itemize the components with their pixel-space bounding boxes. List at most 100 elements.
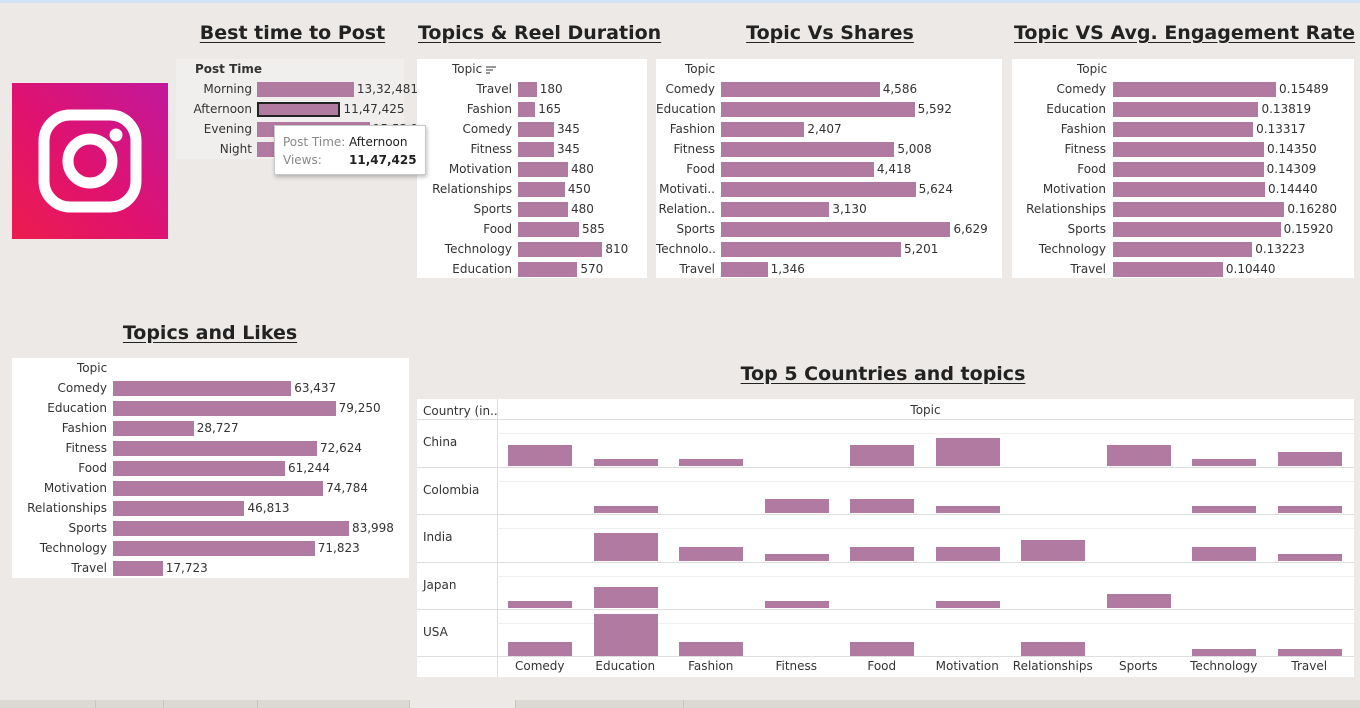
sheet-tab[interactable] bbox=[516, 700, 684, 708]
cell-bar[interactable] bbox=[508, 601, 572, 608]
cell-bar[interactable] bbox=[850, 546, 914, 561]
cell-bar[interactable] bbox=[850, 444, 914, 466]
bar-engagement[interactable] bbox=[1113, 82, 1277, 97]
cell-bar[interactable] bbox=[1192, 458, 1256, 466]
countries-panel: Country (in.. Topic China Colombia India Japa… bbox=[417, 399, 1354, 677]
bar-shares[interactable] bbox=[721, 182, 916, 197]
bar-engagement[interactable] bbox=[1113, 202, 1285, 217]
bar-likes[interactable] bbox=[113, 381, 292, 396]
cell-bar[interactable] bbox=[1021, 539, 1085, 561]
cell-bar[interactable] bbox=[508, 641, 572, 656]
cell-bar[interactable] bbox=[1106, 594, 1171, 608]
cell-bar[interactable] bbox=[593, 587, 658, 608]
bar-engagement[interactable] bbox=[1113, 182, 1265, 197]
bar-reel_duration[interactable] bbox=[518, 142, 554, 157]
bar-likes[interactable] bbox=[113, 421, 194, 436]
bar-engagement[interactable] bbox=[1113, 122, 1254, 137]
bar-best_time[interactable] bbox=[257, 102, 341, 117]
cell-bar[interactable] bbox=[935, 546, 1000, 561]
category-label: Fitness bbox=[470, 142, 512, 156]
bar-engagement[interactable] bbox=[1113, 242, 1253, 257]
bar-engagement[interactable] bbox=[1113, 162, 1264, 177]
cell-bar[interactable] bbox=[508, 444, 572, 466]
bar-likes[interactable] bbox=[113, 401, 336, 416]
bar-shares[interactable] bbox=[721, 82, 880, 97]
cell-bar[interactable] bbox=[1106, 444, 1171, 466]
cell-bar[interactable] bbox=[679, 458, 743, 466]
bar-shares[interactable] bbox=[721, 242, 902, 257]
bar-reel_duration[interactable] bbox=[518, 82, 537, 97]
bar-reel_duration[interactable] bbox=[518, 222, 579, 237]
cell-bar[interactable] bbox=[850, 641, 914, 656]
cell-bar[interactable] bbox=[764, 553, 829, 561]
cell-bar[interactable] bbox=[1192, 648, 1256, 656]
sheet-tab[interactable] bbox=[258, 700, 410, 708]
cell-bar[interactable] bbox=[593, 613, 658, 656]
axis-header-likes: Topic bbox=[77, 361, 108, 375]
bar-engagement[interactable] bbox=[1113, 102, 1259, 117]
cell-bar[interactable] bbox=[679, 641, 743, 656]
bar-shares[interactable] bbox=[721, 142, 895, 157]
cell-bar[interactable] bbox=[935, 506, 1000, 513]
bar-likes[interactable] bbox=[113, 501, 245, 516]
cell-bar[interactable] bbox=[935, 437, 1000, 466]
bar-shares[interactable] bbox=[721, 222, 951, 237]
value-label: 165 bbox=[538, 102, 562, 116]
bar-reel_duration[interactable] bbox=[518, 242, 603, 257]
bar-reel_duration[interactable] bbox=[518, 162, 568, 177]
cell-bar[interactable] bbox=[764, 499, 829, 513]
cell-bar[interactable] bbox=[1277, 648, 1342, 656]
cell-bar[interactable] bbox=[1277, 553, 1342, 561]
value-label: 72,624 bbox=[320, 441, 362, 455]
cell-bar[interactable] bbox=[593, 532, 658, 561]
value-label: 585 bbox=[581, 222, 605, 236]
sort-descending-icon[interactable] bbox=[485, 65, 497, 75]
category-label: Fitness bbox=[65, 441, 107, 455]
bar-shares[interactable] bbox=[721, 102, 915, 117]
cell-bar[interactable] bbox=[764, 601, 829, 608]
bar-engagement[interactable] bbox=[1113, 262, 1223, 277]
cell-bar[interactable] bbox=[1192, 546, 1256, 561]
category-label: Travel bbox=[71, 561, 107, 575]
bar-reel_duration[interactable] bbox=[518, 262, 578, 277]
cell-bar[interactable] bbox=[1021, 641, 1085, 656]
cell-bar[interactable] bbox=[1277, 506, 1342, 513]
category-label: Food bbox=[686, 162, 715, 176]
bar-best_time[interactable] bbox=[257, 82, 354, 97]
value-label: 4,418 bbox=[876, 162, 912, 176]
sheet-tab[interactable] bbox=[0, 700, 96, 708]
cell-bar[interactable] bbox=[593, 458, 658, 466]
sheet-tab[interactable] bbox=[96, 700, 164, 708]
bar-likes[interactable] bbox=[113, 541, 315, 556]
bar-shares[interactable] bbox=[721, 262, 768, 277]
bar-likes[interactable] bbox=[113, 481, 324, 496]
tooltip-label-views: Views: bbox=[283, 153, 322, 167]
cell-bar[interactable] bbox=[935, 601, 1000, 608]
sheet-tab[interactable] bbox=[164, 700, 258, 708]
bar-engagement[interactable] bbox=[1113, 222, 1281, 237]
value-label: 79,250 bbox=[338, 401, 381, 415]
bar-shares[interactable] bbox=[721, 162, 874, 177]
value-label: 3,130 bbox=[832, 202, 867, 216]
bar-reel_duration[interactable] bbox=[518, 182, 565, 197]
cell-bar[interactable] bbox=[679, 546, 743, 561]
cell-bar[interactable] bbox=[1192, 506, 1256, 513]
bar-reel_duration[interactable] bbox=[518, 122, 554, 137]
sheet-tab[interactable] bbox=[410, 700, 516, 708]
bar-likes[interactable] bbox=[113, 441, 317, 456]
cell-bar[interactable] bbox=[593, 506, 658, 513]
bar-likes[interactable] bbox=[113, 521, 349, 536]
bar-shares[interactable] bbox=[721, 202, 830, 217]
bar-likes[interactable] bbox=[113, 461, 286, 476]
cell-bar[interactable] bbox=[1277, 451, 1342, 466]
bar-reel_duration[interactable] bbox=[518, 102, 536, 117]
cell-bar[interactable] bbox=[850, 499, 914, 513]
topic-axis-label: Fitness bbox=[775, 659, 818, 673]
category-label: Food bbox=[78, 461, 107, 475]
country-label: India bbox=[423, 530, 453, 544]
topic-axis-label: Relationships bbox=[1012, 659, 1093, 673]
bar-likes[interactable] bbox=[113, 561, 163, 576]
bar-shares[interactable] bbox=[721, 122, 805, 137]
bar-reel_duration[interactable] bbox=[518, 202, 568, 217]
bar-engagement[interactable] bbox=[1113, 142, 1265, 157]
